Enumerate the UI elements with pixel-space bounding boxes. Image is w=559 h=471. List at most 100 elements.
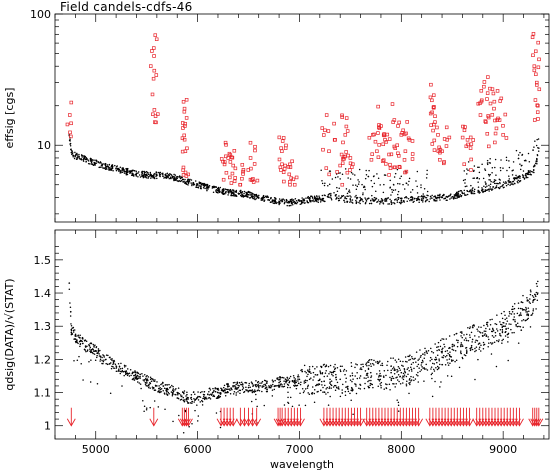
series-point — [369, 382, 372, 385]
series-point — [287, 391, 289, 393]
series-point — [72, 156, 74, 158]
outlier-point — [240, 176, 244, 181]
series-point — [391, 375, 394, 378]
outlier-point — [156, 112, 160, 116]
series-point — [336, 381, 339, 384]
series-point — [264, 383, 266, 386]
series-point — [439, 339, 442, 342]
series-point — [441, 363, 443, 366]
series-point — [119, 166, 122, 168]
series-point — [365, 200, 368, 202]
series-point — [255, 398, 257, 401]
series-point — [363, 185, 365, 188]
outlier-point — [433, 114, 437, 118]
series-point — [339, 378, 341, 381]
series-point — [307, 370, 310, 372]
series-point — [487, 345, 489, 348]
series-point — [491, 167, 494, 169]
series-point — [478, 346, 481, 348]
series-point — [486, 323, 488, 326]
outlier-point — [485, 91, 490, 95]
series-point — [90, 342, 93, 345]
series-point — [205, 183, 207, 186]
series-point — [217, 394, 220, 397]
series-point — [177, 397, 179, 399]
series-point — [410, 379, 413, 381]
series-point — [536, 292, 539, 294]
outlier-point — [154, 37, 159, 41]
series-point — [98, 353, 100, 355]
series-point — [249, 194, 252, 196]
outlier-point — [183, 121, 187, 126]
series-point — [512, 308, 514, 310]
series-point — [531, 294, 534, 297]
outlier-point — [482, 84, 486, 89]
series-point — [452, 359, 454, 362]
series-point — [515, 149, 518, 152]
series-point — [206, 186, 208, 189]
series-point — [115, 370, 118, 372]
series-point — [471, 188, 474, 190]
series-point — [497, 340, 500, 343]
series-point — [491, 327, 494, 330]
series-point — [482, 347, 485, 350]
series-point — [492, 328, 494, 331]
series-point — [232, 393, 235, 395]
series-point — [361, 183, 363, 186]
series-point — [212, 387, 214, 390]
series-point — [157, 387, 160, 390]
series-point — [444, 356, 447, 358]
series-point — [438, 349, 441, 351]
series-point — [141, 170, 144, 173]
series-point — [305, 197, 307, 199]
series-point — [269, 201, 272, 203]
series-point — [431, 362, 434, 365]
series-point — [314, 367, 316, 370]
series-point — [143, 380, 145, 382]
series-point — [400, 197, 402, 200]
series-point — [465, 337, 467, 339]
series-point — [74, 151, 76, 154]
series-point — [118, 366, 121, 368]
outlier-point — [401, 128, 405, 133]
series-point — [154, 389, 157, 391]
series-point — [418, 358, 420, 360]
series-point — [424, 351, 426, 354]
series-point — [359, 375, 362, 377]
series-point — [240, 381, 243, 383]
series-point — [121, 385, 123, 387]
series-point — [338, 199, 341, 202]
series-point — [415, 199, 418, 202]
series-point — [435, 358, 438, 360]
series-point — [182, 178, 185, 181]
outlier-point — [341, 140, 345, 145]
series-point — [349, 178, 352, 180]
series-point — [141, 172, 144, 174]
series-point — [295, 199, 298, 202]
outlier-point — [501, 124, 505, 128]
series-point — [144, 173, 147, 176]
series-point — [426, 199, 429, 201]
series-point — [281, 198, 283, 201]
series-point — [307, 373, 309, 376]
outlier-point — [536, 117, 540, 121]
series-point — [180, 176, 182, 178]
series-point — [469, 190, 471, 192]
series-point — [324, 200, 326, 203]
series-point — [333, 368, 336, 371]
series-point — [254, 390, 257, 393]
series-point — [402, 365, 404, 367]
outlier-point — [536, 65, 541, 70]
series-point — [86, 345, 88, 348]
series-point — [245, 386, 247, 388]
series-point — [119, 172, 121, 174]
series-point — [142, 379, 144, 381]
outlier-point — [289, 176, 293, 180]
series-point — [276, 385, 278, 387]
series-point — [446, 375, 449, 377]
mask-arrow-head — [184, 418, 193, 427]
series-point — [473, 165, 476, 167]
series-point — [413, 379, 415, 382]
series-point — [509, 312, 511, 315]
series-point — [485, 335, 488, 337]
